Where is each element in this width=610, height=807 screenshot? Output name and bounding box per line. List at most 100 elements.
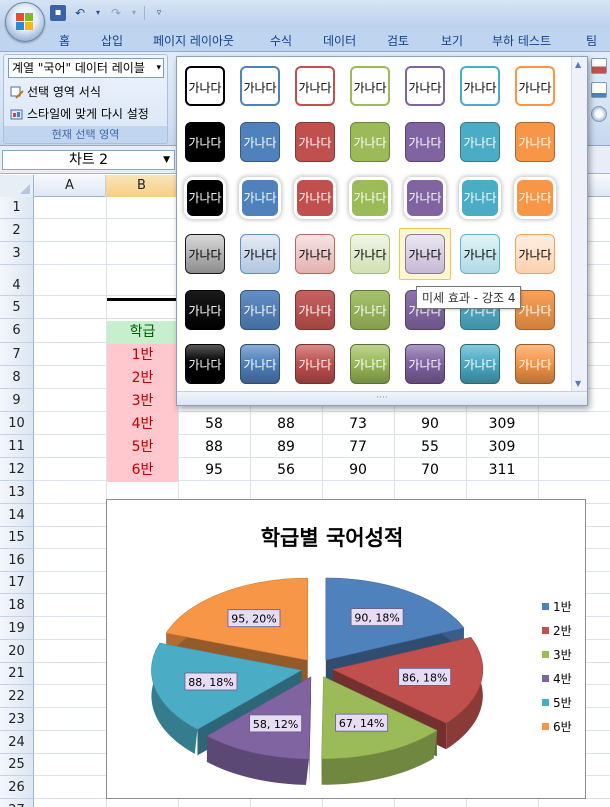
tab-team[interactable]: 팀 (586, 34, 598, 48)
legend-entry[interactable]: 3반 (553, 648, 572, 662)
redo-dropdown-icon[interactable]: ▾ (131, 8, 136, 17)
scroll-up-icon[interactable]: ▲ (575, 60, 582, 69)
style-swatch[interactable]: 가나다 (352, 180, 388, 216)
style-swatch[interactable]: 가나다 (297, 180, 333, 216)
style-swatch[interactable]: 가나다 (460, 234, 500, 274)
row-header[interactable]: 11 (0, 435, 34, 458)
style-swatch[interactable]: 가나다 (295, 344, 335, 384)
style-swatch[interactable]: 가나다 (185, 234, 225, 274)
data-label-box[interactable] (350, 608, 404, 626)
row-header[interactable]: 27 (0, 799, 34, 807)
data-label[interactable]: 58, 12% (253, 718, 298, 731)
value-cell[interactable]: 95 (205, 462, 223, 478)
style-swatch[interactable]: 가나다 (517, 180, 553, 216)
row-header[interactable]: 10 (0, 412, 34, 435)
style-swatch[interactable]: 가나다 (405, 66, 445, 106)
chart-elements-dropdown[interactable]: 계열 "국어" 데이터 레이블 ▾ (8, 58, 164, 78)
style-swatch[interactable]: 가나다 (460, 66, 500, 106)
style-swatch[interactable]: 가나다 (460, 122, 500, 162)
shape-outline-icon[interactable] (591, 82, 607, 98)
style-swatch[interactable]: 가나다 (350, 290, 390, 330)
data-label[interactable]: 86, 18% (402, 671, 447, 684)
class-cell[interactable]: 5반 (107, 436, 178, 459)
style-swatch[interactable]: 가나다 (350, 122, 390, 162)
style-swatch[interactable]: 가나다 (515, 122, 555, 162)
scroll-down-icon[interactable]: ▼ (575, 379, 582, 388)
style-swatch[interactable]: 가나다 (295, 66, 335, 106)
style-swatch[interactable]: 가나다 (240, 122, 280, 162)
style-swatch[interactable]: 가나다 (185, 344, 225, 384)
row-header[interactable]: 6 (0, 319, 34, 343)
data-label-box[interactable] (398, 667, 452, 686)
table-header-cell[interactable]: 학급 (107, 321, 178, 344)
name-box[interactable]: 차트 2 ▼ (2, 150, 175, 170)
tab-data[interactable]: 데이터 (323, 34, 357, 48)
column-header-a[interactable]: A (34, 175, 106, 197)
row-header[interactable]: 25 (0, 754, 34, 776)
value-cell[interactable]: 309 (488, 416, 516, 432)
style-swatch[interactable]: 가나다 (462, 180, 498, 216)
row-header[interactable]: 5 (0, 296, 34, 319)
value-cell[interactable]: 90 (349, 462, 367, 478)
tab-formulas[interactable]: 수식 (270, 34, 293, 48)
shape-fill-icon[interactable] (591, 58, 607, 74)
style-swatch[interactable]: 가나다 (460, 344, 500, 384)
row-header[interactable]: 20 (0, 640, 34, 663)
legend-entry[interactable]: 1반 (553, 600, 572, 614)
data-label[interactable]: 95, 20% (231, 613, 276, 626)
value-cell[interactable]: 58 (205, 416, 223, 432)
style-swatch[interactable]: 가나다 (350, 66, 390, 106)
gallery-resize-handle[interactable]: ···· (177, 391, 587, 405)
gallery-scrollbar[interactable]: ▲ ▼ (571, 57, 587, 391)
class-cell[interactable]: 3반 (107, 390, 178, 413)
format-selection-button[interactable]: 선택 영역 서식 (10, 83, 101, 100)
style-swatch[interactable]: 가나다 (240, 344, 280, 384)
style-swatch[interactable]: 가나다 (240, 66, 280, 106)
row-header[interactable]: 8 (0, 366, 34, 389)
row-header[interactable]: 9 (0, 389, 34, 412)
style-swatch[interactable]: 가나다 (350, 344, 390, 384)
tab-home[interactable]: 홈 (59, 34, 71, 48)
tab-view[interactable]: 보기 (441, 34, 464, 48)
style-swatch[interactable]: 가나다 (295, 234, 335, 274)
row-header[interactable]: 17 (0, 572, 34, 594)
worksheet-grid[interactable]: A B 1 2 3 4 5 6 7 8 9 10 11 12 13 14 15 16 17 18 19 20 21 22 2… (0, 175, 610, 807)
row-header[interactable]: 15 (0, 527, 34, 549)
style-swatch[interactable]: 가나다 (242, 180, 278, 216)
value-cell[interactable]: 55 (421, 439, 439, 455)
style-swatch[interactable]: 가나다 (515, 344, 555, 384)
value-cell[interactable]: 311 (488, 462, 516, 478)
row-header[interactable]: 2 (0, 219, 34, 242)
row-header[interactable]: 21 (0, 663, 34, 685)
data-label[interactable]: 88, 18% (188, 676, 233, 689)
value-cell[interactable]: 70 (421, 462, 439, 478)
chart-title[interactable]: 학급별 국어성적 (261, 526, 404, 550)
row-header[interactable]: 24 (0, 731, 34, 754)
tab-page-layout[interactable]: 페이지 레이아웃 (153, 34, 235, 48)
value-cell[interactable]: 90 (421, 416, 439, 432)
style-swatch[interactable]: 가나다 (405, 344, 445, 384)
class-cell[interactable]: 2반 (107, 367, 178, 390)
data-label[interactable]: 90, 18% (354, 612, 399, 625)
row-header[interactable]: 23 (0, 708, 34, 731)
style-swatch[interactable]: 가나다 (240, 234, 280, 274)
office-button[interactable] (5, 2, 45, 42)
value-cell[interactable]: 88 (277, 416, 295, 432)
class-cell[interactable]: 1반 (107, 344, 178, 367)
row-header[interactable]: 7 (0, 343, 34, 366)
value-cell[interactable]: 73 (349, 416, 367, 432)
style-swatch[interactable]: 가나다 (405, 122, 445, 162)
style-swatch[interactable]: 가나다 (240, 290, 280, 330)
legend-entry[interactable]: 6반 (553, 720, 572, 734)
value-cell[interactable]: 88 (205, 439, 223, 455)
data-label-box[interactable] (249, 714, 303, 733)
legend-entry[interactable]: 2반 (553, 624, 572, 638)
style-swatch[interactable]: 가나다 (185, 122, 225, 162)
tab-load-test[interactable]: 부하 테스트 (492, 34, 552, 48)
reset-to-style-button[interactable]: 스타일에 맞게 다시 설정 (10, 105, 149, 122)
style-swatch[interactable]: 가나다 (295, 122, 335, 162)
redo-icon[interactable]: ↷ (110, 6, 122, 20)
style-swatch[interactable]: 가나다 (187, 180, 223, 216)
tab-review[interactable]: 검토 (387, 34, 410, 48)
data-label-box[interactable] (335, 713, 389, 732)
